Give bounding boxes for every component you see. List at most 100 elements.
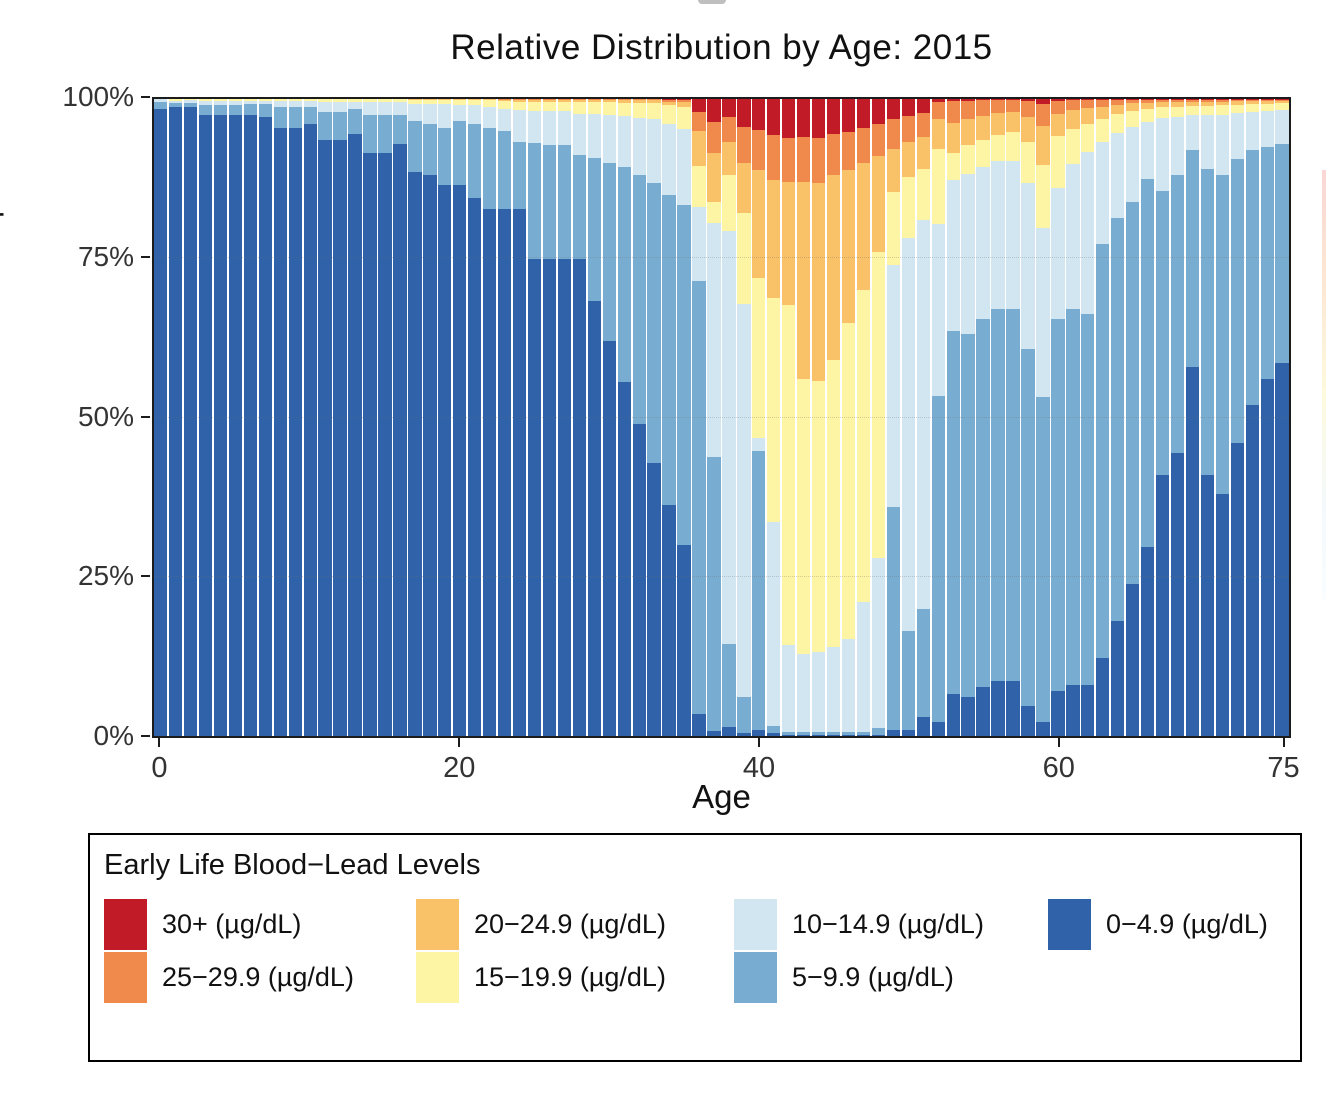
legend-swatch-icon: [734, 899, 777, 950]
y-tick-label: 100%: [62, 81, 134, 112]
bar-segment: [1155, 107, 1170, 119]
cropped-legend-sliver: [1322, 170, 1326, 600]
bar-segment: [1066, 309, 1080, 686]
bar-segment: [677, 99, 691, 102]
bar-age-30: [602, 99, 616, 736]
bar-segment: [946, 330, 960, 694]
bar-segment: [946, 99, 960, 101]
bar-segment: [378, 114, 392, 154]
bar-segment: [1230, 442, 1244, 736]
bar-segment: [722, 116, 736, 142]
bar-segment: [453, 121, 467, 185]
bar-segment: [1230, 112, 1244, 160]
bar-segment: [811, 732, 826, 735]
gridline-25: [154, 575, 1289, 577]
bar-segment: [841, 170, 856, 324]
bar-segment: [438, 184, 452, 736]
bar-segment: [871, 99, 886, 125]
bar-segment: [497, 99, 512, 100]
bar-segment: [811, 99, 826, 139]
bar-segment: [826, 646, 841, 733]
bar-segment: [886, 99, 901, 119]
bar-segment: [647, 183, 661, 464]
bar-age-4: [213, 99, 228, 736]
bar-segment: [722, 174, 736, 232]
bar-segment: [886, 265, 901, 508]
bar-segment: [946, 122, 960, 153]
bar-segment: [647, 99, 661, 101]
bar-age-15: [378, 99, 392, 736]
bar-segment: [1125, 99, 1140, 100]
bar-segment: [468, 99, 482, 101]
bar-segment: [722, 231, 736, 645]
bar-segment: [1066, 685, 1080, 736]
bar-segment: [572, 259, 587, 736]
bar-segment: [512, 141, 527, 210]
bar-segment: [228, 114, 243, 736]
bar-segment: [1275, 363, 1289, 736]
bar-segment: [557, 99, 572, 102]
bar-segment: [423, 175, 437, 736]
bar-segment: [796, 99, 811, 138]
bar-segment: [961, 174, 975, 335]
bar-age-37: [707, 99, 721, 736]
bar-segment: [1140, 99, 1155, 100]
legend-label: 25−29.9 (µg/dL): [162, 962, 354, 992]
bar-age-25: [527, 99, 542, 736]
bar-segment: [707, 121, 721, 154]
bar-age-1: [168, 99, 183, 736]
bar-segment: [1111, 218, 1125, 622]
bar-segment: [856, 734, 871, 736]
bar-age-75: [1275, 99, 1289, 736]
bar-age-26: [542, 99, 557, 736]
bar-segment: [1140, 99, 1155, 103]
bar-segment: [288, 107, 302, 128]
bar-segment: [1200, 169, 1215, 475]
bar-segment: [617, 103, 631, 117]
bar-segment: [1096, 119, 1110, 142]
bar-age-59: [1036, 99, 1050, 736]
bar-segment: [677, 99, 691, 100]
bar-segment: [1021, 100, 1035, 117]
bar-segment: [1066, 128, 1080, 164]
bar-age-9: [288, 99, 302, 736]
bar-segment: [1081, 99, 1095, 101]
bar-segment: [527, 101, 542, 112]
bar-segment: [737, 127, 751, 164]
bar-segment: [841, 99, 856, 133]
bar-segment: [198, 114, 213, 736]
bar-segment: [1096, 106, 1110, 120]
bar-age-49: [886, 99, 901, 736]
bar-segment: [1275, 143, 1289, 364]
bar-segment: [363, 102, 377, 115]
bar-segment: [512, 110, 527, 142]
bar-segment: [527, 99, 542, 102]
bar-segment: [1155, 99, 1170, 100]
bar-segment: [1066, 100, 1080, 110]
bar-segment: [1021, 706, 1035, 736]
bar-segment: [1125, 127, 1140, 202]
bar-age-24: [512, 99, 527, 736]
bar-segment: [1260, 111, 1274, 147]
bar-segment: [1215, 105, 1230, 115]
bar-segment: [168, 99, 183, 101]
bar-segment: [1096, 99, 1110, 101]
bar-segment: [453, 100, 467, 106]
bar-segment: [1260, 104, 1274, 112]
bar-age-2: [183, 99, 198, 736]
stacked-bars: [154, 99, 1289, 736]
bar-segment: [886, 729, 901, 736]
bar-age-42: [782, 99, 796, 736]
bar-segment: [482, 99, 497, 101]
bar-segment: [1111, 104, 1125, 115]
bar-segment: [617, 100, 631, 104]
bar-segment: [527, 99, 542, 100]
bar-segment: [1006, 309, 1020, 682]
bar-segment: [393, 143, 407, 736]
bar-age-32: [632, 99, 646, 736]
bar-segment: [557, 101, 572, 112]
legend-swatch-icon: [1048, 899, 1091, 950]
bar-segment: [856, 162, 871, 291]
bar-segment: [228, 105, 243, 115]
bar-segment: [1170, 175, 1185, 453]
